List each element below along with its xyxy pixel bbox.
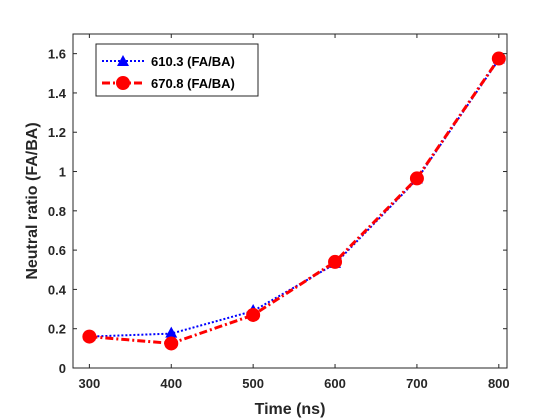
x-tick-label: 600 — [324, 376, 346, 391]
series-line-1 — [89, 57, 501, 345]
y-tick-label: 0.8 — [48, 204, 66, 219]
x-tick-label: 800 — [488, 376, 510, 391]
data-point-circle — [328, 254, 343, 269]
ticks-layer: 300 400 500 600 700 800 0 0.2 0.4 0.6 0.8 1 1.2 1.4 1.… — [48, 34, 510, 391]
x-tick-label: 400 — [160, 376, 182, 391]
legend-label-670: 670.8 (FA/BA) — [151, 76, 235, 91]
data-point-circle — [82, 329, 97, 344]
legend-circle-marker — [116, 76, 130, 90]
legend: 610.3 (FA/BA) 670.8 (FA/BA) — [95, 43, 259, 97]
y-tick-label: 0.6 — [48, 243, 66, 258]
legend-triangle-marker — [117, 55, 129, 66]
y-tick-label: 0.2 — [48, 322, 66, 337]
data-point-circle — [246, 307, 261, 322]
y-tick-label: 1 — [59, 165, 66, 180]
x-axis-title: Time (ns) — [255, 401, 326, 418]
data-point-circle — [164, 336, 179, 351]
y-tick-label: 1.6 — [48, 47, 66, 62]
y-tick-label: 0 — [59, 361, 66, 376]
data-point-circle — [491, 51, 506, 66]
data-point-triangle — [165, 326, 178, 338]
y-tick-label: 1.2 — [48, 125, 66, 140]
legend-label-610: 610.3 (FA/BA) — [151, 54, 235, 69]
y-tick-label: 1.4 — [48, 86, 67, 101]
data-point-circle — [409, 171, 424, 186]
plot-frame — [72, 33, 508, 369]
x-tick-label: 700 — [406, 376, 428, 391]
y-axis-title: Neutral ratio (FA/BA) — [24, 122, 41, 279]
y-tick-label: 0.4 — [48, 282, 67, 297]
series-line-0 — [89, 58, 500, 338]
x-tick-label: 300 — [79, 376, 101, 391]
x-tick-label: 500 — [242, 376, 264, 391]
series-layer — [82, 51, 506, 351]
